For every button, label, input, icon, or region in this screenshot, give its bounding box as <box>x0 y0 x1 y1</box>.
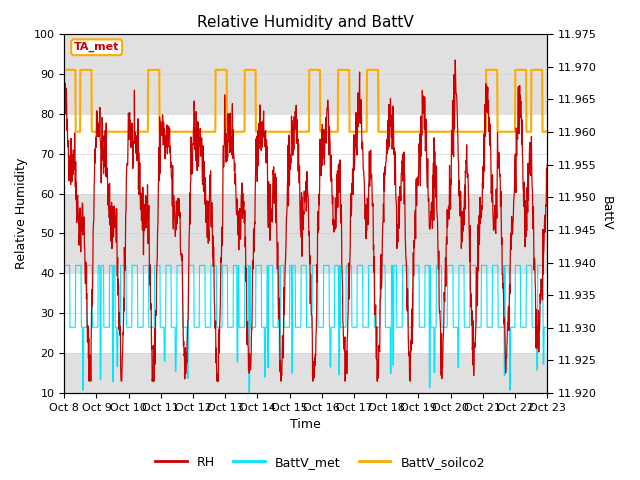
X-axis label: Time: Time <box>291 419 321 432</box>
Y-axis label: Relative Humidity: Relative Humidity <box>15 158 28 269</box>
Text: TA_met: TA_met <box>74 42 119 52</box>
Legend: RH, BattV_met, BattV_soilco2: RH, BattV_met, BattV_soilco2 <box>150 451 490 474</box>
Bar <box>64 353 547 393</box>
Bar <box>64 274 547 353</box>
Bar <box>64 34 547 114</box>
Bar <box>64 114 547 193</box>
Bar <box>64 193 547 274</box>
Y-axis label: BattV: BattV <box>600 196 613 231</box>
Title: Relative Humidity and BattV: Relative Humidity and BattV <box>197 15 414 30</box>
